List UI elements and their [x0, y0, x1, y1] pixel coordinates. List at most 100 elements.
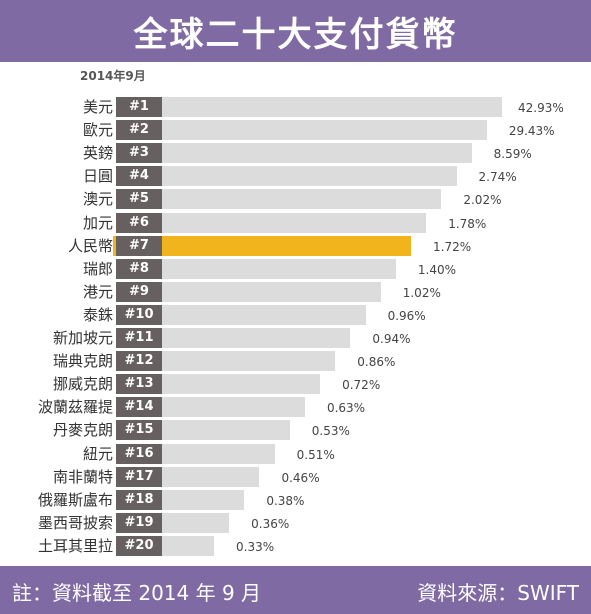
chart-row: 瑞郎 #8 1.40%	[0, 258, 591, 279]
bar	[162, 143, 472, 164]
value-label: 0.94%	[372, 332, 411, 346]
chart-row: 紐元 #16 0.51%	[0, 443, 591, 464]
date-label: 2014年9月	[80, 69, 146, 83]
category-label: 瑞典克朗	[52, 352, 113, 371]
footer-note: 註：資料截至 2014 年 9 月	[12, 581, 262, 605]
chart-row: 俄羅斯盧布 #18 0.38%	[0, 489, 591, 510]
chart-row: 港元 #9 1.02%	[0, 281, 591, 302]
category-label: 人民幣	[67, 236, 113, 255]
chart-row: 土耳其里拉 #20 0.33%	[0, 535, 591, 556]
category-label: 瑞郎	[82, 259, 113, 278]
chart-row: 新加坡元 #11 0.94%	[0, 328, 591, 348]
rank-badge: #11	[116, 328, 162, 348]
category-label: 土耳其里拉	[37, 536, 113, 555]
category-label: 日圓	[82, 167, 113, 186]
value-label: 0.72%	[342, 378, 381, 393]
rank-badge: #19	[116, 512, 162, 533]
bar	[162, 535, 214, 556]
value-label: 0.38%	[266, 493, 305, 508]
rank-badge: #17	[116, 466, 162, 487]
rank-badge: #20	[116, 535, 162, 556]
chart-row: 波蘭茲羅提 #14 0.63%	[0, 397, 591, 418]
bar	[162, 420, 290, 441]
category-label: 港元	[82, 282, 113, 301]
bar	[162, 120, 487, 141]
rank-badge: #7	[116, 235, 162, 256]
rank-badge: #4	[116, 166, 162, 187]
bar	[162, 235, 412, 256]
rank-badge: #8	[116, 258, 162, 279]
chart-row: 丹麥克朗 #15 0.53%	[0, 420, 591, 441]
rank-badge: #9	[116, 281, 162, 302]
category-label: 新加坡元	[52, 329, 113, 347]
bar	[162, 304, 366, 325]
bar	[162, 328, 351, 348]
footer: 註：資料截至 2014 年 9 月 資料來源：SWIFT	[0, 566, 591, 614]
value-label: 0.51%	[296, 447, 335, 462]
value-label: 8.59%	[493, 147, 532, 162]
chart-row: 澳元 #5 2.02%	[0, 189, 591, 210]
chart-title: 全球二十大支付貨幣	[0, 0, 591, 62]
category-label: 丹麥克朗	[52, 421, 113, 440]
chart-row: 瑞典克朗 #12 0.86%	[0, 351, 591, 372]
category-label: 加元	[82, 213, 113, 232]
chart-row: 加元 #6 1.78%	[0, 212, 591, 233]
bar	[162, 466, 260, 487]
value-label: 1.40%	[417, 262, 457, 277]
rank-badge: #14	[116, 397, 162, 418]
footer-source: 資料來源：SWIFT	[417, 581, 579, 605]
rank-badge: #1	[116, 97, 162, 117]
bar	[162, 351, 336, 372]
rank-badge: #15	[116, 420, 162, 441]
bar	[162, 443, 275, 464]
category-label: 南非蘭特	[52, 467, 113, 486]
chart-row: 墨西哥披索 #19 0.36%	[0, 512, 591, 533]
value-label: 42.93%	[518, 101, 564, 115]
category-label: 挪威克朗	[52, 375, 113, 394]
bar	[162, 281, 381, 302]
chart-row: 美元 #1 42.93%	[0, 97, 591, 117]
rank-badge: #10	[116, 304, 162, 325]
bar	[162, 397, 305, 418]
chart-row: 挪威克朗 #13 0.72%	[0, 374, 591, 395]
chart-row: 日圓 #4 2.74%	[0, 166, 591, 187]
category-label: 澳元	[82, 190, 113, 209]
value-label: 0.86%	[357, 355, 396, 370]
value-label: 1.78%	[448, 216, 487, 231]
rank-badge: #3	[116, 143, 162, 164]
value-label: 0.96%	[387, 308, 426, 323]
category-label: 美元	[82, 98, 113, 116]
bar	[162, 374, 321, 395]
rank-badge: #2	[116, 120, 162, 141]
rank-badge: #18	[116, 489, 162, 510]
chart-row: 歐元 #2 29.43%	[0, 120, 591, 141]
bar	[162, 212, 427, 233]
category-label: 俄羅斯盧布	[37, 490, 113, 509]
rank-badge: #12	[116, 351, 162, 372]
chart-row: 人民幣 #7 1.72%	[0, 235, 591, 256]
value-label: 0.53%	[311, 424, 350, 439]
category-label: 英鎊	[82, 144, 113, 163]
category-label: 泰銖	[82, 305, 113, 324]
rank-badge: #6	[116, 212, 162, 233]
value-label: 0.63%	[326, 401, 366, 416]
value-label: 0.33%	[236, 539, 275, 554]
value-label: 1.02%	[402, 285, 441, 300]
category-label: 歐元	[82, 121, 113, 140]
bar	[162, 189, 442, 210]
category-label: 紐元	[82, 444, 113, 463]
chart-row: 英鎊 #3 8.59%	[0, 143, 591, 164]
value-label: 2.74%	[478, 170, 517, 185]
rank-badge: #16	[116, 443, 162, 464]
value-label: 0.46%	[281, 470, 320, 485]
bar	[162, 489, 245, 510]
bar	[162, 166, 457, 187]
value-label: 2.02%	[463, 193, 502, 208]
rank-badge: #13	[116, 374, 162, 395]
chart-row: 南非蘭特 #17 0.46%	[0, 466, 591, 487]
chart-row: 泰銖 #10 0.96%	[0, 304, 591, 325]
bar	[162, 97, 502, 117]
value-label: 29.43%	[508, 124, 555, 139]
category-label: 墨西哥披索	[37, 513, 113, 532]
